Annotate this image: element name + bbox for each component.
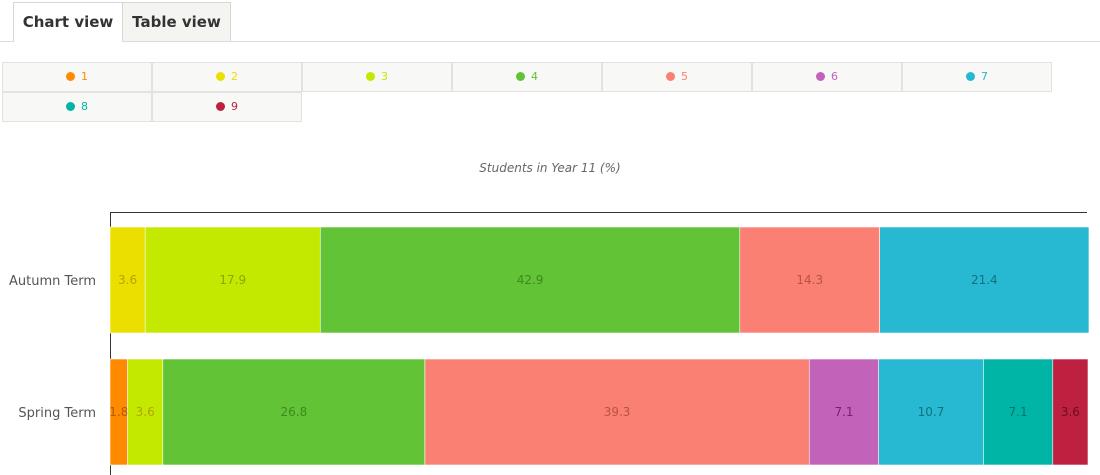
legend-item-5[interactable]: 5 <box>602 62 752 92</box>
legend-item-9[interactable]: 9 <box>152 92 302 122</box>
legend-dot-icon <box>966 71 975 81</box>
category-label: Autumn Term <box>9 274 96 289</box>
bar-value-label: 10.7 <box>918 405 945 419</box>
legend-label: 5 <box>681 70 688 83</box>
legend-label: 8 <box>81 100 88 113</box>
bar-segment-4 <box>162 358 426 466</box>
bar-segment-6 <box>808 358 880 466</box>
legend-item-2[interactable]: 2 <box>152 62 302 92</box>
legend-item-4[interactable]: 4 <box>452 62 602 92</box>
legend-dot-icon <box>666 71 675 81</box>
legend-label: 4 <box>531 70 538 83</box>
bar-value-label: 42.9 <box>517 273 544 287</box>
bar-segment-5 <box>739 226 880 334</box>
bar-value-label: 1.8 <box>109 405 128 419</box>
legend-dot-icon <box>216 71 225 81</box>
bar-value-label: 17.9 <box>219 273 246 287</box>
view-tabs: Chart view Table view <box>0 0 1100 42</box>
bar-segment-5 <box>424 358 810 466</box>
bar-value-label: 3.6 <box>118 273 137 287</box>
bar-value-label: 26.8 <box>281 405 308 419</box>
bar-segment-7 <box>878 358 984 466</box>
tab-table-view[interactable]: Table view <box>122 2 231 41</box>
legend-label: 7 <box>981 70 988 83</box>
legend-item-3[interactable]: 3 <box>302 62 452 92</box>
bar-segment-8 <box>983 358 1054 466</box>
legend-label: 6 <box>831 70 838 83</box>
legend-label: 3 <box>381 70 388 83</box>
legend-dot-icon <box>516 71 525 81</box>
bar-segment-7 <box>879 226 1090 334</box>
legend-item-8[interactable]: 8 <box>2 92 152 122</box>
bar-value-label: 7.1 <box>834 405 853 419</box>
bar-value-label: 3.6 <box>1061 405 1080 419</box>
legend-item-7[interactable]: 7 <box>902 62 1052 92</box>
bar-segment-4 <box>319 226 741 334</box>
bar-value-label: 14.3 <box>796 273 823 287</box>
bar-segment-9 <box>1052 358 1089 466</box>
legend-dot-icon <box>816 71 825 81</box>
category-label: Spring Term <box>18 406 96 421</box>
legend-item-1[interactable]: 1 <box>2 62 152 92</box>
legend-dot-icon <box>366 71 375 81</box>
bar-segment-2 <box>109 226 146 334</box>
legend-dot-icon <box>66 101 75 111</box>
bar-value-label: 7.1 <box>1009 405 1028 419</box>
bar-value-label: 3.6 <box>136 405 155 419</box>
legend-dot-icon <box>66 71 75 81</box>
legend-label: 1 <box>81 70 88 83</box>
tab-chart-view[interactable]: Chart view <box>13 2 123 42</box>
legend-item-6[interactable]: 6 <box>752 62 902 92</box>
legend-label: 9 <box>231 100 238 113</box>
legend-dot-icon <box>216 101 225 111</box>
bar-value-label: 21.4 <box>971 273 998 287</box>
chart-title: Students in Year 11 (%) <box>479 161 621 175</box>
bar-value-label: 39.3 <box>604 405 631 419</box>
legend-label: 2 <box>231 70 238 83</box>
bar-segment-2 <box>127 358 164 466</box>
tabs-divider <box>0 41 1100 42</box>
